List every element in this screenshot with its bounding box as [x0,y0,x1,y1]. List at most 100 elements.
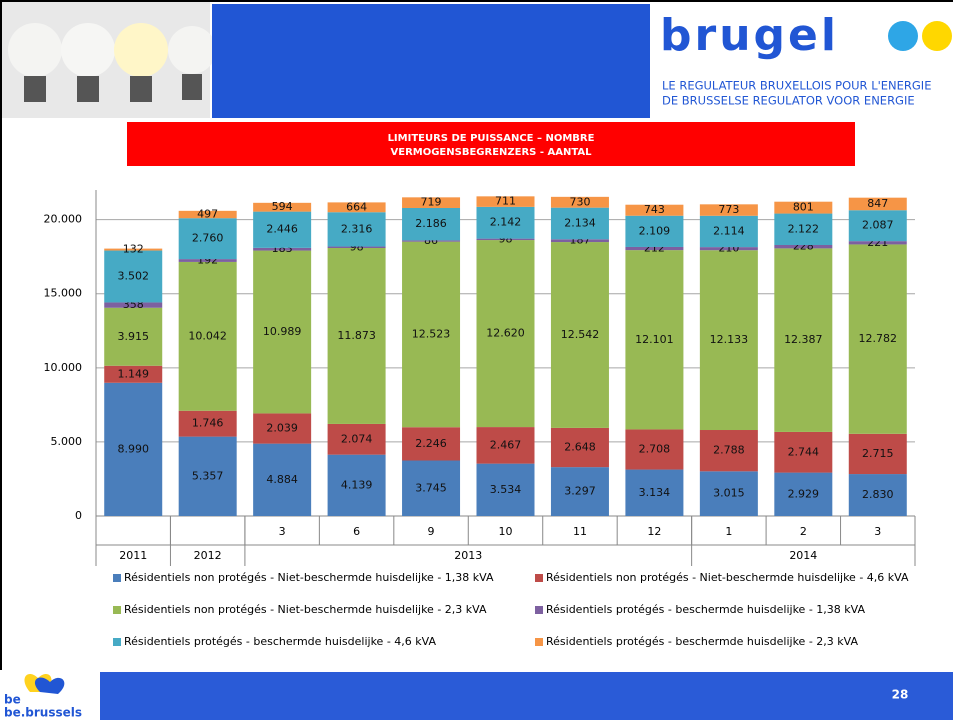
legend-label: Résidentiels non protégés - Niet-bescher… [124,603,487,616]
value-label: 12.523 [412,327,451,340]
bar-segment [104,382,163,516]
value-label: 2.715 [862,447,894,460]
value-label: 3.297 [564,485,596,498]
value-label: 2.142 [490,216,522,229]
value-label: 12.542 [561,328,600,341]
value-label: 12.101 [635,333,674,346]
x-tick-label: 3 [279,525,286,538]
bar-segment [104,307,163,366]
value-label: 2.087 [862,219,894,232]
bar-segment [402,460,461,516]
brand-heart [34,677,65,694]
bar-segment [699,204,758,216]
chart-subtitle: VERMOGENSBEGRENZERS - AANTAL [391,147,593,158]
bar-segment [848,474,907,516]
bar-segment [774,472,833,516]
value-label: 10.989 [263,325,302,338]
x-tick-label: 12 [647,525,661,538]
logo-dot [888,21,918,51]
bar-segment [550,467,609,516]
value-label: 3.502 [117,269,149,282]
bar-segment [550,239,609,243]
bar-segment [625,250,684,430]
value-label: 3.745 [415,481,447,494]
bar-segment [402,240,461,242]
value-label: 2.648 [564,441,596,454]
value-label: 730 [569,195,590,208]
bar-segment [178,259,237,262]
legend-label: Résidentiels protégés - beschermde huisd… [124,635,436,648]
bar-segment [625,469,684,516]
value-label: 2.744 [788,445,820,458]
value-label: 12.133 [710,333,749,346]
bar-segment [253,247,312,251]
value-label: 1.149 [117,367,149,380]
bulbs [8,23,216,102]
bar-segment [848,210,907,242]
value-label: 2.708 [639,442,671,455]
value-label: 12.620 [486,327,525,340]
y-tick-label: 20.000 [44,213,83,226]
y-tick-label: 15.000 [44,287,83,300]
value-label: 4.884 [266,473,298,486]
bar-segment [178,410,237,437]
logo: brugel [660,10,839,61]
x-group-label: 2013 [454,549,482,562]
y-tick-label: 5.000 [51,435,83,448]
bar-segment [848,197,907,211]
x-tick-label: 10 [499,525,513,538]
footer-bar [100,672,953,720]
bar-segment [178,210,237,219]
bar-segment [476,206,535,239]
bar-segment [178,261,237,411]
value-label: 2.830 [862,488,894,501]
value-label: 2.186 [415,217,447,230]
bar-segment [476,463,535,516]
legend-swatch [113,638,121,646]
bar-segment [253,211,312,248]
legend-label: Résidentiels non protégés - Niet-bescher… [546,571,909,584]
value-label: 2.114 [713,224,745,237]
value-label: 3.134 [639,486,671,499]
bar-segment [104,365,163,383]
bar-segment [104,248,163,251]
bar-segment [699,250,758,431]
bar-segment [476,238,535,241]
brand: be.brussels [4,706,82,720]
bar-segment [178,436,237,516]
value-label: 664 [346,200,367,213]
bar-segment [699,215,758,248]
bar-segment [774,431,833,473]
value-label: 719 [421,196,442,209]
value-label: 5.357 [192,469,224,482]
tagline: DE BRUSSELSE REGULATOR VOOR ENERGIE [662,94,915,108]
bar-segment [253,250,312,414]
value-label: 773 [718,203,739,216]
value-label: 2.122 [788,222,820,235]
value-label: 847 [867,197,888,210]
value-label: 2.316 [341,222,373,235]
value-label: 4.139 [341,478,373,491]
value-label: 10.042 [188,329,227,342]
value-label: 3.534 [490,483,522,496]
bar-segment [774,213,833,246]
bar-segment [699,247,758,251]
legend-swatch [535,574,543,582]
legend-label: Résidentiels protégés - beschermde huisd… [546,635,858,648]
value-label: 2.074 [341,432,373,445]
x-tick-label: 1 [725,525,732,538]
bar-segment [848,433,907,475]
bar-segment [476,427,535,464]
bar-segment [550,427,609,468]
bar-segment [327,423,386,455]
legend-label: Résidentiels protégés - beschermde huisd… [546,603,865,616]
value-label: 3.915 [117,330,149,343]
value-label: 2.446 [266,223,298,236]
bar-segment [402,207,461,241]
x-tick-label: 11 [573,525,587,538]
bar-segment [699,430,758,472]
legend-label: Résidentiels non protégés - Niet-bescher… [124,571,494,584]
bar-segment [327,212,386,247]
bar-segment [550,207,609,240]
